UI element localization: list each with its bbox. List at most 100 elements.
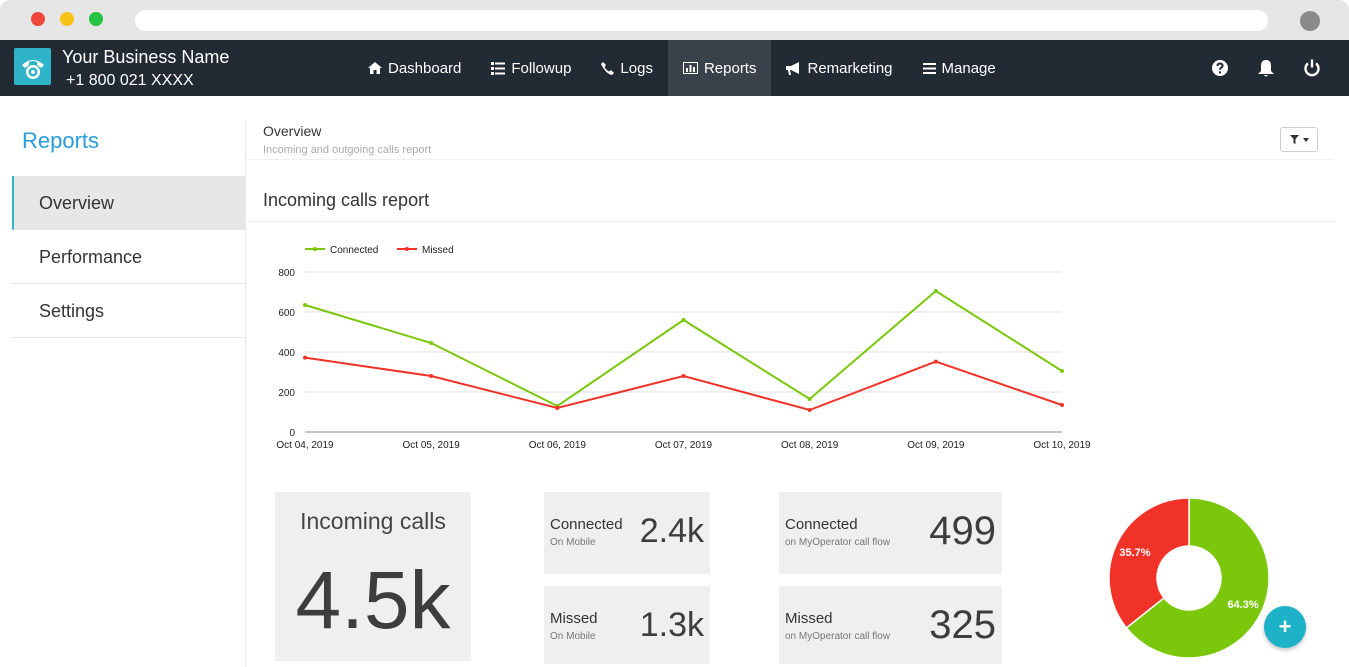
nav-followup[interactable]: Followup [476, 40, 586, 96]
filter-button[interactable] [1280, 127, 1318, 152]
x-tick-label: Oct 07, 2019 [655, 440, 713, 451]
browser-menu-button[interactable] [1300, 11, 1320, 31]
phone-logo-icon[interactable] [14, 48, 51, 85]
nav-reports-label: Reports [703, 59, 757, 77]
legend-label: Missed [422, 245, 454, 256]
stat-label: Missed [550, 610, 598, 627]
x-tick-label: Oct 10, 2019 [1033, 440, 1091, 451]
data-point-connected [1060, 369, 1064, 373]
incoming-calls-label: Incoming calls [300, 508, 446, 534]
donut-slice [1108, 497, 1190, 629]
home-icon [368, 62, 382, 74]
stat-label: Missed [785, 610, 833, 627]
connected-flow-card: Connected on MyOperator call flow 499 [779, 492, 1002, 574]
list-icon [491, 61, 506, 75]
sidebar-item-overview[interactable]: Overview [12, 176, 246, 230]
business-name: Your Business Name [62, 47, 230, 67]
sidebar-title: Reports [22, 128, 100, 153]
filter-icon [1289, 135, 1299, 144]
business-phone: +1 800 021 XXXX [66, 72, 194, 89]
data-point-connected [807, 397, 812, 401]
y-tick-label: 0 [289, 428, 295, 439]
section-divider [247, 221, 1334, 222]
maximize-window-button[interactable] [89, 12, 103, 26]
connected-mobile-card: Connected On Mobile 2.4k [544, 492, 710, 574]
page-subtitle: Incoming and outgoing calls report [263, 144, 432, 156]
donut-slice-label: 64.3% [1227, 599, 1258, 611]
legend-marker [313, 247, 317, 251]
stat-value: 499 [929, 509, 996, 553]
nav-actions [1211, 40, 1321, 96]
y-tick-label: 800 [278, 268, 295, 279]
header-divider [247, 159, 1334, 160]
series-line-connected [304, 289, 1063, 408]
data-point-missed [303, 355, 307, 360]
nav-logs-label: Logs [620, 59, 653, 77]
x-tick-label: Oct 06, 2019 [529, 440, 587, 451]
bar-chart-icon [682, 62, 698, 74]
data-point-missed [555, 406, 560, 410]
y-tick-label: 600 [278, 308, 295, 319]
stat-sublabel: On Mobile [550, 537, 596, 548]
stat-sublabel: On Mobile [550, 631, 596, 642]
data-point-connected [933, 289, 938, 293]
stat-value: 2.4k [639, 512, 704, 550]
missed-mobile-card: Missed On Mobile 1.3k [544, 586, 710, 664]
nav-dashboard[interactable]: Dashboard [353, 40, 476, 96]
data-point-connected [681, 318, 686, 322]
bell-icon[interactable] [1257, 59, 1275, 78]
main-nav: Dashboard Followup Logs Reports Remarket… [353, 40, 1011, 96]
stat-value: 325 [929, 603, 996, 647]
legend-marker [405, 247, 409, 251]
power-icon[interactable] [1303, 59, 1321, 77]
address-bar[interactable] [135, 10, 1268, 31]
browser-chrome [0, 0, 1349, 40]
add-fab-button[interactable]: + [1264, 606, 1306, 648]
section-title: Incoming calls report [263, 190, 430, 210]
sidebar-menu: Overview Performance Settings [12, 176, 246, 338]
nav-manage[interactable]: Manage [908, 40, 1011, 96]
nav-reports[interactable]: Reports [667, 40, 772, 96]
data-point-missed [429, 374, 434, 378]
x-tick-label: Oct 08, 2019 [781, 440, 839, 451]
nav-manage-label: Manage [941, 59, 996, 77]
donut-slice [1125, 497, 1270, 659]
incoming-calls-card: Incoming calls 4.5k [275, 492, 471, 661]
data-point-missed [807, 408, 812, 412]
top-navbar: Your Business Name +1 800 021 XXXX Dashb… [0, 40, 1349, 96]
donut-slice-label: 35.7% [1119, 547, 1150, 559]
phone-icon [601, 61, 615, 75]
stat-label: Connected [550, 516, 623, 533]
close-window-button[interactable] [31, 12, 45, 26]
stat-sublabel: on MyOperator call flow [785, 631, 891, 642]
sidebar: Reports Overview Performance Settings [12, 122, 246, 667]
missed-flow-card: Missed on MyOperator call flow 325 [779, 586, 1002, 664]
calls-donut-chart: 64.3% 35.7% [1108, 497, 1270, 659]
nav-logs[interactable]: Logs [586, 40, 668, 96]
data-point-missed [681, 374, 686, 378]
megaphone-icon [786, 61, 800, 75]
nav-followup-label: Followup [511, 59, 572, 77]
help-icon[interactable] [1211, 59, 1229, 77]
stat-sublabel: on MyOperator call flow [785, 537, 891, 548]
data-point-missed [1060, 403, 1064, 407]
caret-down-icon [1302, 137, 1309, 142]
x-tick-label: Oct 05, 2019 [403, 440, 461, 451]
legend-label: Connected [330, 245, 378, 256]
series-line-missed [304, 356, 1063, 412]
nav-remarketing[interactable]: Remarketing [771, 40, 907, 96]
sidebar-item-performance[interactable]: Performance [12, 230, 246, 284]
stat-value: 1.3k [639, 606, 704, 644]
page-title: Overview [263, 123, 322, 139]
stat-label: Connected [785, 516, 858, 533]
sidebar-item-settings[interactable]: Settings [12, 284, 246, 338]
x-tick-label: Oct 09, 2019 [907, 440, 965, 451]
data-point-missed [933, 359, 938, 364]
incoming-calls-line-chart: 0 200 400 600 800 Oct 04, 2019 Oct 05, 2019 Oct… [276, 245, 1091, 451]
plus-icon: + [1278, 614, 1292, 639]
menu-icon [922, 62, 936, 74]
minimize-window-button[interactable] [60, 12, 74, 26]
y-tick-label: 200 [278, 388, 295, 399]
nav-remarketing-label: Remarketing [807, 59, 893, 77]
x-tick-label: Oct 04, 2019 [276, 440, 334, 451]
